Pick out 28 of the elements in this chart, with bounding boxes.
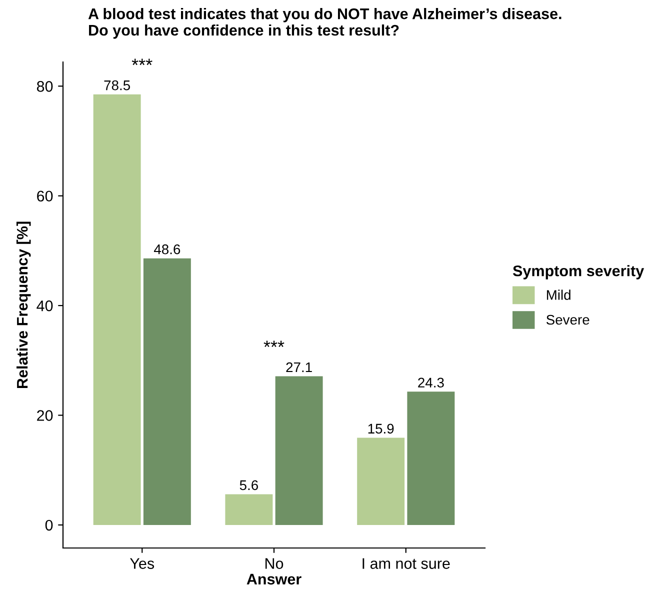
x-tick-label: Yes [130, 558, 154, 569]
x-axis-title: Answer [246, 574, 302, 585]
x-tick-label: No [265, 558, 284, 569]
annotation: *** [132, 58, 152, 66]
bar [275, 376, 323, 525]
bar [407, 392, 455, 525]
data-label: 15.9 [368, 424, 394, 434]
y-tick-label: 20 [37, 410, 53, 421]
data-label: 24.3 [418, 378, 444, 388]
data-label: 27.1 [286, 362, 312, 372]
data-label: 78.5 [104, 80, 130, 90]
legend-label: Severe [546, 314, 590, 325]
y-tick-label: 80 [36, 81, 53, 92]
bar [93, 94, 141, 525]
annotation: *** [264, 340, 284, 348]
bar [357, 438, 405, 525]
y-axis-title: Relative Frequency [%] [16, 222, 31, 388]
bar [225, 494, 273, 525]
bar [143, 258, 191, 525]
x-tick-label: I am not sure [362, 558, 450, 569]
y-tick-label: 40 [36, 300, 53, 312]
chart-title: A blood test indicates that you do NOT have Alzheimer’s disease. Do you have confidence in this test result? [88, 8, 562, 39]
legend-title: Symptom severity [512, 265, 644, 280]
y-tick-label: 60 [37, 190, 53, 202]
data-label: 5.6 [240, 480, 258, 490]
legend-label: Mild [546, 290, 570, 300]
y-tick-label: 0 [45, 520, 53, 531]
data-label: 48.6 [154, 244, 180, 254]
